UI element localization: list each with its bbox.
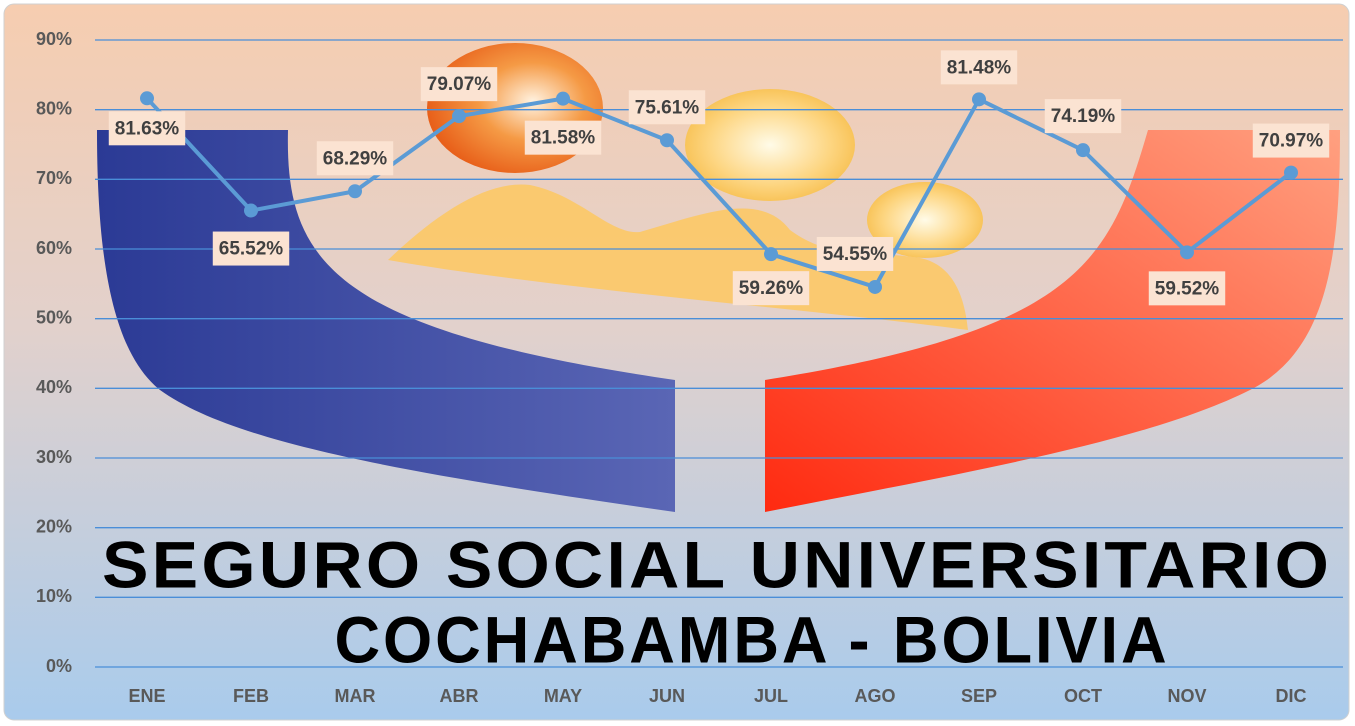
- x-tick-label: JUL: [754, 686, 788, 706]
- data-point: [140, 91, 154, 106]
- grid: [95, 39, 1343, 668]
- data-point: [348, 184, 362, 199]
- x-tick-label: ABR: [440, 686, 479, 706]
- data-label: 54.55%: [823, 244, 888, 265]
- x-tick-label: AGO: [854, 686, 895, 706]
- data-point: [1180, 245, 1194, 260]
- x-tick-label: OCT: [1064, 686, 1102, 706]
- x-tick-label: MAR: [335, 686, 376, 706]
- background: [3, 3, 1350, 721]
- data-label: 65.52%: [219, 239, 284, 260]
- data-point: [556, 91, 570, 106]
- watermark-line: SEGURO SOCIAL UNIVERSITARIO: [102, 527, 1332, 601]
- data-label-box: [316, 141, 394, 176]
- data-label: 59.52%: [1155, 278, 1220, 299]
- y-tick-label: 40%: [36, 377, 72, 397]
- series-line: [145, 96, 1293, 289]
- x-tick-label: ENE: [128, 686, 165, 706]
- y-tick-label: 70%: [36, 168, 72, 188]
- data-point: [764, 247, 778, 262]
- data-label-box: [108, 111, 186, 146]
- data-label: 59.26%: [739, 278, 804, 299]
- data-point: [1284, 165, 1298, 180]
- y-tick-label: 90%: [36, 29, 72, 49]
- y-tick-label: 20%: [36, 516, 72, 536]
- data-label-box: [1044, 99, 1122, 134]
- data-label: 75.61%: [635, 97, 700, 118]
- data-label: 79.07%: [427, 74, 492, 95]
- data-point: [1076, 143, 1090, 158]
- x-tick-label: FEB: [233, 686, 269, 706]
- data-label-box: [732, 271, 810, 306]
- data-label: 81.58%: [531, 128, 596, 149]
- y-tick-label: 60%: [36, 238, 72, 258]
- data-point: [972, 92, 986, 107]
- data-label-box: [940, 50, 1018, 85]
- y-tick-label: 10%: [36, 586, 72, 606]
- data-label-box: [1148, 271, 1226, 306]
- y-tick-label: 80%: [36, 98, 72, 118]
- x-tick-label: MAY: [544, 686, 582, 706]
- y-tick-label: 0%: [46, 656, 72, 676]
- y-tick-label: 30%: [36, 447, 72, 467]
- data-point: [868, 279, 882, 294]
- data-label-box: [420, 67, 498, 102]
- data-point: [660, 133, 674, 148]
- x-tick-label: DIC: [1276, 686, 1307, 706]
- watermark-line: COCHABAMBA - BOLIVIA: [335, 602, 1170, 676]
- data-label: 68.29%: [323, 148, 388, 169]
- data-label-box: [628, 90, 706, 125]
- y-tick-label: 50%: [36, 307, 72, 327]
- x-tick-label: JUN: [649, 686, 685, 706]
- data-label: 74.19%: [1051, 106, 1116, 127]
- data-point: [244, 203, 258, 218]
- data-label-box: [212, 231, 290, 266]
- data-label: 81.63%: [115, 118, 180, 139]
- data-label: 70.97%: [1259, 131, 1324, 152]
- data-label-box: [524, 120, 602, 155]
- x-tick-label: NOV: [1167, 686, 1206, 706]
- data-label: 81.48%: [947, 57, 1012, 78]
- data-label-box: [1252, 123, 1330, 158]
- data-point: [452, 109, 466, 124]
- x-tick-label: SEP: [961, 686, 997, 706]
- data-label-box: [816, 236, 894, 271]
